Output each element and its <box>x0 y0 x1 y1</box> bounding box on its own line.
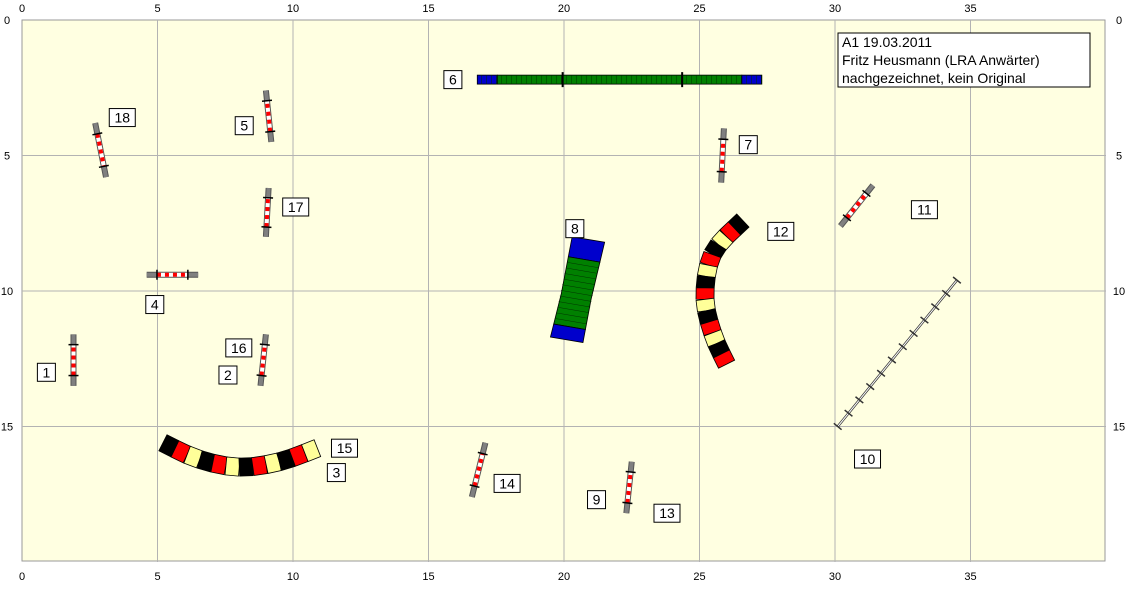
label-13-text: 13 <box>659 505 675 521</box>
label-2-text: 2 <box>224 367 232 383</box>
label-11: 11 <box>911 201 937 219</box>
x-tick-label-top: 5 <box>154 3 160 15</box>
y-tick-label-right: 10 <box>1113 286 1125 298</box>
info-line-date: A1 19.03.2011 <box>842 34 932 50</box>
tunnel-3-15-segment <box>225 457 240 476</box>
label-7-text: 7 <box>744 137 752 153</box>
x-tick-label-bottom: 35 <box>964 571 976 583</box>
label-1: 1 <box>37 363 55 381</box>
x-tick-label-top: 0 <box>19 3 25 15</box>
tunnel-12-segment <box>696 276 715 289</box>
info-line-author: Fritz Heusmann (LRA Anwärter) <box>842 52 1040 68</box>
label-13: 13 <box>654 504 680 522</box>
label-15-text: 15 <box>337 440 353 456</box>
label-9-text: 9 <box>593 492 601 508</box>
label-8-text: 8 <box>571 221 579 237</box>
info-box: A1 19.03.2011 Fritz Heusmann (LRA Anwärt… <box>838 33 1090 87</box>
label-1-text: 1 <box>42 364 50 380</box>
x-tick-label-top: 20 <box>558 3 570 15</box>
y-tick-label-left: 5 <box>4 151 10 163</box>
x-tick-label-top: 30 <box>829 3 841 15</box>
dogwalk-plank <box>497 75 742 84</box>
label-7: 7 <box>739 136 757 154</box>
label-12-text: 12 <box>773 223 789 239</box>
label-15: 15 <box>331 439 357 457</box>
jump-2-standard <box>257 375 267 376</box>
x-tick-label-bottom: 5 <box>154 571 160 583</box>
label-12: 12 <box>768 222 794 240</box>
jump-5-standard <box>265 131 275 132</box>
info-line-note: nachgezeichnet, kein Original <box>842 70 1026 86</box>
label-10-text: 10 <box>860 451 876 467</box>
dogwalk-contact-right <box>742 75 762 84</box>
jump-9-standard <box>626 472 636 473</box>
label-5-text: 5 <box>240 118 248 134</box>
y-tick-label-left: 15 <box>1 422 13 434</box>
x-tick-label-top: 15 <box>422 3 434 15</box>
label-11-text: 11 <box>917 202 932 218</box>
x-tick-label-top: 10 <box>287 3 299 15</box>
label-14: 14 <box>494 474 520 492</box>
x-tick-label-top: 35 <box>964 3 976 15</box>
tunnel-3-15-segment <box>239 458 253 477</box>
label-16-text: 16 <box>231 340 247 356</box>
jump-2-standard <box>260 344 270 345</box>
label-5: 5 <box>235 117 253 135</box>
y-tick-label-left: 0 <box>4 15 10 27</box>
x-tick-label-top: 25 <box>693 3 705 15</box>
label-9: 9 <box>588 491 606 509</box>
tunnel-12-segment <box>696 288 714 300</box>
label-8: 8 <box>566 220 584 238</box>
jump-17-standard <box>263 197 273 198</box>
x-tick-label-bottom: 30 <box>829 571 841 583</box>
y-tick-label-right: 5 <box>1116 151 1122 163</box>
jump-9-standard <box>622 502 632 503</box>
label-4-text: 4 <box>151 297 159 313</box>
label-6-text: 6 <box>449 72 457 88</box>
label-10: 10 <box>855 450 881 468</box>
label-16: 16 <box>226 339 252 357</box>
x-tick-label-bottom: 0 <box>19 571 25 583</box>
label-3-text: 3 <box>332 465 340 481</box>
label-3: 3 <box>327 464 345 482</box>
label-2: 2 <box>219 366 237 384</box>
x-tick-label-bottom: 15 <box>422 571 434 583</box>
label-18: 18 <box>109 109 135 127</box>
jump-17-standard <box>261 227 271 228</box>
label-4: 4 <box>146 296 164 314</box>
y-tick-label-left: 10 <box>1 286 13 298</box>
label-17: 17 <box>283 198 309 216</box>
x-tick-label-bottom: 20 <box>558 571 570 583</box>
dogwalk-contact-left <box>477 75 497 84</box>
y-tick-label-right: 15 <box>1113 422 1125 434</box>
label-6: 6 <box>444 71 462 89</box>
label-18-text: 18 <box>114 110 130 126</box>
jump-5-standard <box>262 100 272 101</box>
label-17-text: 17 <box>288 199 304 215</box>
x-tick-label-bottom: 25 <box>693 571 705 583</box>
label-14-text: 14 <box>499 475 515 491</box>
y-tick-label-right: 0 <box>1116 15 1122 27</box>
x-tick-label-bottom: 10 <box>287 571 299 583</box>
